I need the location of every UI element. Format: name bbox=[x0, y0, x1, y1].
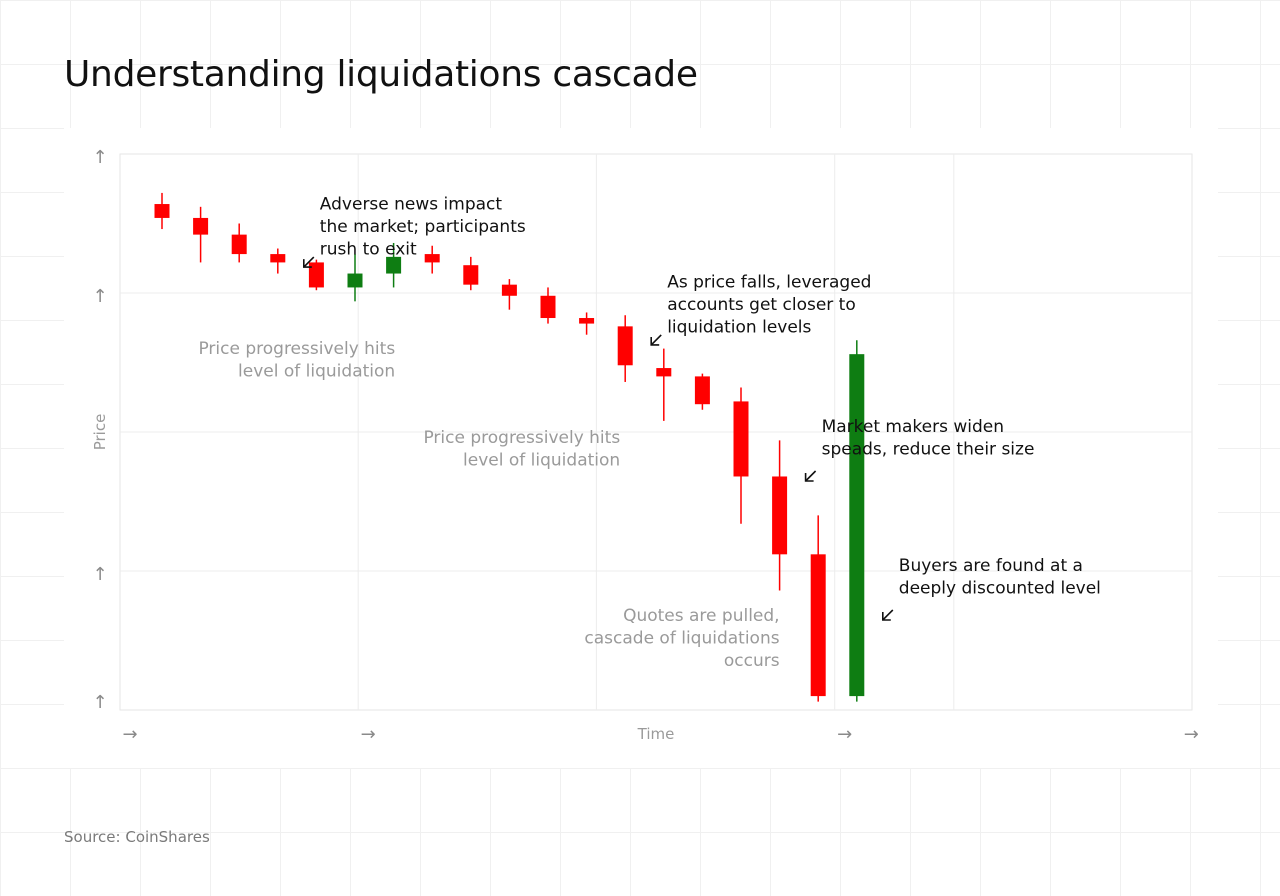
x-tick-label: → bbox=[361, 724, 376, 745]
annotation-text: rush to exit bbox=[320, 240, 417, 260]
x-tick-label: → bbox=[837, 724, 852, 745]
annotation-text: Price progressively hits bbox=[198, 339, 395, 359]
annotation-text: Buyers are found at a bbox=[899, 556, 1083, 576]
candle-down bbox=[424, 254, 440, 263]
annotation-text: As price falls, leveraged bbox=[667, 272, 871, 292]
candle-down bbox=[656, 368, 672, 377]
source-note: Source: CoinShares bbox=[64, 828, 210, 846]
annotation-arrow-head bbox=[881, 612, 891, 621]
candle-down bbox=[772, 476, 788, 555]
candle-down bbox=[540, 295, 556, 319]
annotation-arrow-head bbox=[650, 336, 660, 346]
candle-down bbox=[463, 265, 479, 285]
annotation-text: liquidation levels bbox=[667, 317, 811, 337]
annotation-text: cascade of liquidations bbox=[584, 629, 779, 649]
annotation-text: Quotes are pulled, bbox=[623, 606, 780, 626]
candle-down bbox=[154, 204, 170, 218]
candle-down bbox=[308, 262, 324, 288]
candle-down bbox=[694, 376, 710, 405]
annotation-text: level of liquidation bbox=[238, 362, 395, 382]
annotation-text: Price progressively hits bbox=[423, 428, 620, 448]
chart-panel: ↑ ↑ ↑ ↑ → → → → Time Price Adverse news impact the … bbox=[64, 128, 1218, 768]
y-tick-label: ↑ bbox=[92, 286, 107, 307]
candle-down bbox=[501, 284, 517, 296]
candle-down bbox=[810, 554, 826, 697]
candle-down bbox=[617, 326, 633, 366]
page-title: Understanding liquidations cascade bbox=[64, 54, 698, 95]
candle-down bbox=[193, 217, 209, 235]
annotation-text: accounts get closer to bbox=[667, 295, 856, 315]
candle-down bbox=[231, 234, 247, 255]
candle-up bbox=[347, 273, 363, 288]
x-tick-label: → bbox=[122, 724, 137, 745]
y-tick-label: ↑ bbox=[92, 564, 107, 585]
y-tick-label: ↑ bbox=[92, 692, 107, 713]
annotation-text: level of liquidation bbox=[463, 451, 620, 471]
annotation-text: deeply discounted level bbox=[899, 579, 1101, 599]
candle-up bbox=[386, 256, 402, 274]
annotation-text: Market makers widen bbox=[822, 417, 1004, 437]
y-tick-label: ↑ bbox=[92, 147, 107, 168]
annotation-text: speads, reduce their size bbox=[822, 440, 1035, 460]
annotation-arrow bbox=[805, 470, 817, 482]
candlestick-chart: ↑ ↑ ↑ ↑ → → → → Time Price Adverse news impactthe … bbox=[91, 147, 1199, 745]
x-tick-label: → bbox=[1184, 724, 1199, 745]
candle-down bbox=[733, 401, 749, 477]
candle-down bbox=[270, 254, 286, 263]
annotation-arrow bbox=[650, 334, 662, 346]
annotation-arrow bbox=[882, 609, 894, 621]
annotation-text: occurs bbox=[724, 651, 780, 671]
x-axis-label: Time bbox=[637, 725, 675, 743]
annotation-arrow bbox=[303, 256, 315, 268]
annotation-text: the market; participants bbox=[320, 217, 526, 237]
annotation-arrow-head bbox=[303, 259, 312, 268]
candle-up bbox=[849, 354, 865, 697]
annotation-arrow-head bbox=[804, 473, 814, 482]
y-axis-label: Price bbox=[91, 414, 109, 451]
annotation-text: Adverse news impact bbox=[320, 195, 503, 215]
candle-down bbox=[579, 318, 595, 324]
